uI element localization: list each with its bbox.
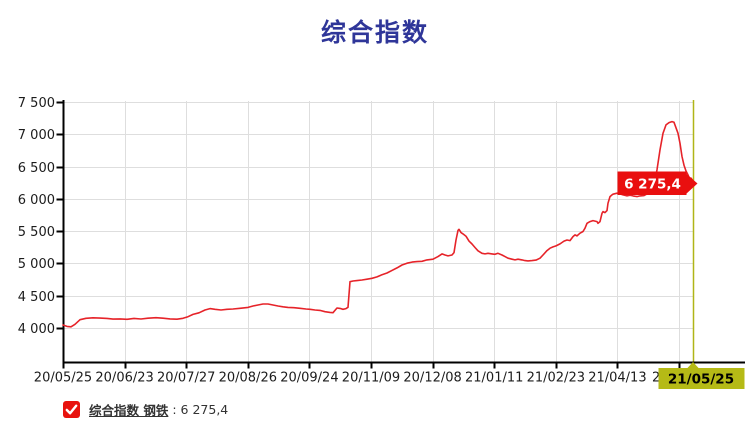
x-tick-label: 20/09/24 [280,371,338,386]
page-title: 综合指数 [320,18,429,47]
y-tick-label: 5 500 [18,225,55,240]
x-tick-label: 20/07/27 [157,371,215,386]
series-legend-label[interactable]: 综合指数 钢铁 [89,403,169,418]
value-tag-box [617,171,687,195]
legend: 综合指数 钢铁 : 6 275,4 [63,400,228,419]
x-tick-label: 20/06/23 [95,371,153,386]
y-tick-label: 6 500 [18,161,55,176]
x-tick-label: 20/08/26 [219,371,277,386]
date-highlight-box [658,368,745,389]
y-tick-label: 7 500 [18,96,55,111]
x-tick-label: 21/04/13 [588,371,646,386]
check-icon [65,404,78,415]
value-tag-arrow [686,173,698,194]
x-tick-label: 21/01/11 [465,371,523,386]
y-tick-label: 5 000 [18,257,55,272]
date-highlight-pointer [687,362,699,369]
y-tick-label: 4 500 [18,290,55,305]
x-tick-label: 20/12/08 [403,371,461,386]
x-tick-label: 2 [652,371,660,386]
date-highlight-label: 21/05/25 [668,372,734,388]
series-checkbox[interactable] [63,401,80,418]
series-current-value: 6 275,4 [180,402,229,417]
legend-separator: : [168,402,181,417]
y-tick-label: 7 000 [18,128,55,143]
x-tick-label: 21/02/23 [527,371,585,386]
value-tag-label: 6 275,4 [624,177,681,193]
y-tick-label: 6 000 [18,193,55,208]
x-tick-label: 20/05/25 [34,371,92,386]
y-tick-label: 4 000 [18,322,55,337]
x-tick-label: 20/11/09 [342,371,400,386]
